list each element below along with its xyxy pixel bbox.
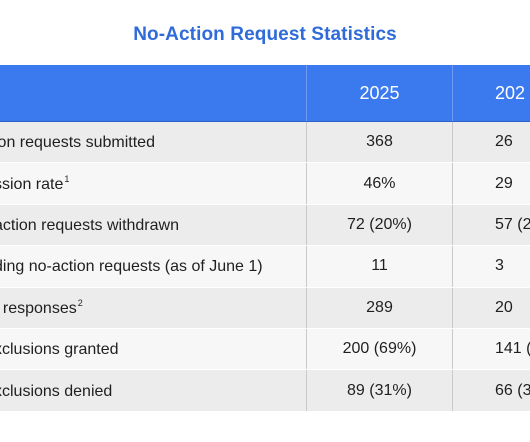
footnote-mark: 1 xyxy=(64,173,70,184)
value-2025: 46% xyxy=(306,163,452,204)
table-row: ssion rate1 46% 29 xyxy=(0,163,530,205)
value-2024: 26 xyxy=(452,122,530,163)
statistics-table: 2025 202 ion requests submitted 368 26 s… xyxy=(0,65,530,412)
header-2025: 2025 xyxy=(306,65,452,121)
row-label-text: xclusions denied xyxy=(0,382,113,400)
row-label: xclusions granted xyxy=(0,329,306,369)
value-2024: 20 xyxy=(452,287,530,328)
row-label: f responses2 xyxy=(0,288,306,328)
value-2024: 3 xyxy=(452,246,530,287)
row-label: xclusions denied xyxy=(0,370,306,410)
footnote-mark: 2 xyxy=(77,297,83,308)
row-label-text: ding no-action requests (as of June 1) xyxy=(0,258,263,276)
table-row: action requests withdrawn 72 (20%) 57 (2 xyxy=(0,204,530,247)
page-title: No-Action Request Statistics xyxy=(133,24,397,45)
table-header-row: 2025 202 xyxy=(0,65,530,122)
value-2025: 11 xyxy=(306,246,452,287)
value-2024: 141 (6 xyxy=(452,328,530,370)
header-label-cell xyxy=(0,65,306,121)
row-label-text: xclusions granted xyxy=(0,341,119,359)
value-2025: 72 (20%) xyxy=(306,204,452,246)
value-2025: 89 (31%) xyxy=(306,370,452,411)
value-2025: 368 xyxy=(306,122,452,163)
row-label: ding no-action requests (as of June 1) xyxy=(0,246,306,286)
row-label-text: ion requests submitted xyxy=(0,134,155,152)
table-row: f responses2 289 20 xyxy=(0,287,530,329)
table-row: xclusions granted 200 (69%) 141 (6 xyxy=(0,328,530,371)
row-label-text: f responses xyxy=(0,299,77,317)
row-label: ion requests submitted xyxy=(0,122,306,162)
value-2024: 57 (2 xyxy=(452,204,530,246)
row-label: ssion rate1 xyxy=(0,163,306,203)
table-row: ion requests submitted 368 26 xyxy=(0,122,530,164)
table-row: ding no-action requests (as of June 1) 1… xyxy=(0,246,530,288)
value-2025: 289 xyxy=(306,287,452,328)
value-2025: 200 (69%) xyxy=(306,328,452,370)
table-row: xclusions denied 89 (31%) 66 (3 xyxy=(0,370,530,412)
row-label-text: ssion rate xyxy=(0,175,64,193)
value-2024: 29 xyxy=(452,163,530,204)
row-label: action requests withdrawn xyxy=(0,205,306,245)
header-2024: 202 xyxy=(452,65,530,121)
row-label-text: action requests withdrawn xyxy=(0,216,179,234)
value-2024: 66 (3 xyxy=(452,370,530,411)
